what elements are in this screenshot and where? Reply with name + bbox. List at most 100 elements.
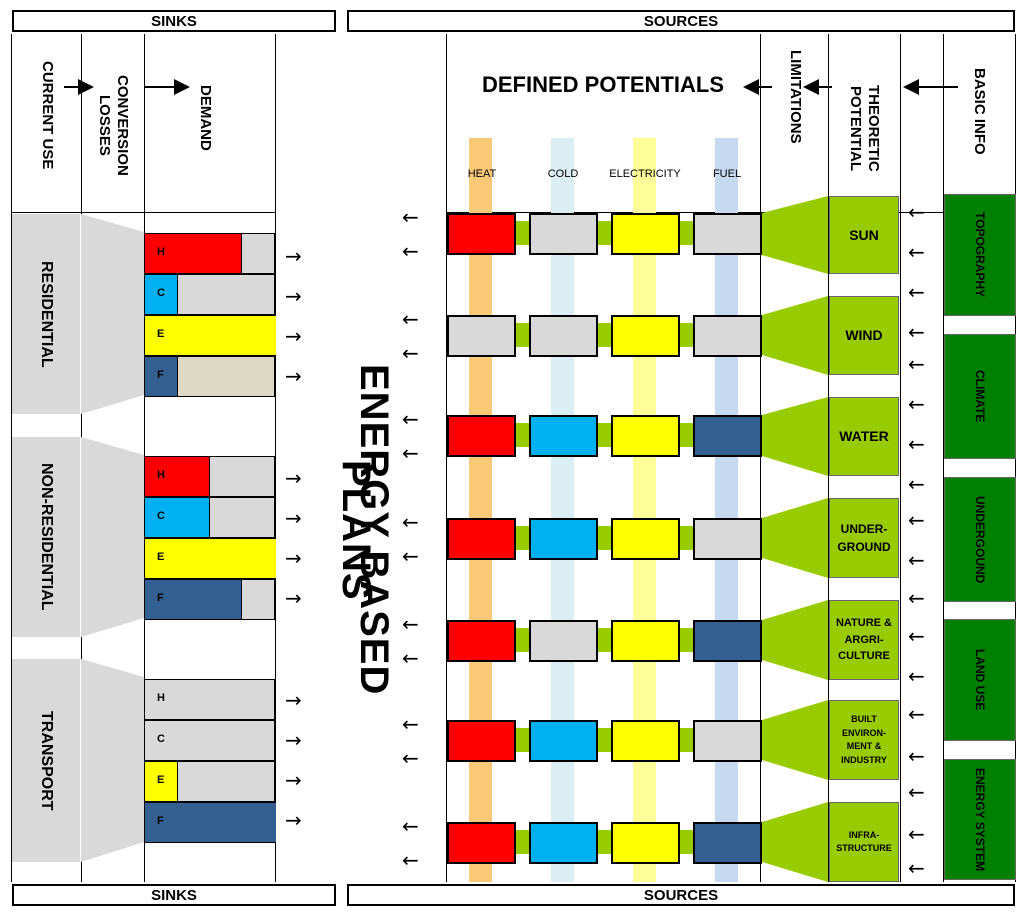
demand-bar-fill xyxy=(145,316,276,355)
arrow-left-icon: ← xyxy=(402,814,419,838)
sector-label-residential: RESIDENTIAL xyxy=(38,260,55,368)
theoretic-potential-header: THEORETIC POTENTIAL xyxy=(847,84,882,172)
sector-transport xyxy=(12,659,80,862)
demand-bar: F xyxy=(144,579,275,620)
theoretic-potential-item: NATURE & ARGRI-CULTURE xyxy=(829,600,899,680)
sector-label-non-residential: NON-RESIDENTIAL xyxy=(38,463,55,611)
current-use-header: CURRENT USE xyxy=(39,60,56,170)
defined-potentials-header: DEFINED POTENTIALS xyxy=(481,72,724,97)
arrow-left-icon: ← xyxy=(908,780,925,804)
demand-letter: F xyxy=(157,369,164,381)
arrow-left-icon: ← xyxy=(402,646,419,670)
separator-line xyxy=(943,34,944,882)
demand-bar: E xyxy=(144,538,276,579)
arrow-right-icon: → xyxy=(285,688,302,712)
arrow-right-icon: → xyxy=(285,364,302,388)
potential-cell xyxy=(447,620,516,662)
basic-info-label: TOPOGRAPHY xyxy=(973,212,987,298)
potential-cell xyxy=(693,315,762,357)
demand-letter: F xyxy=(157,592,164,604)
demand-bar-fill xyxy=(145,498,210,537)
arrow-left-icon: ← xyxy=(908,508,925,532)
demand-letter: E xyxy=(157,328,165,340)
separator-line xyxy=(760,34,761,882)
arrow-left-icon: ← xyxy=(908,548,925,572)
theoretic-potential-item: WIND xyxy=(829,296,899,375)
arrow-left-icon: ← xyxy=(908,702,925,726)
demand-letter: C xyxy=(157,287,165,299)
basic-info-label: UNDERGOUND xyxy=(973,495,987,584)
arrow-left-icon: ← xyxy=(402,510,419,534)
arrow-left-icon: ← xyxy=(402,544,419,568)
arrow-left-icon: ← xyxy=(908,744,925,768)
arrow-right-icon: → xyxy=(285,284,302,308)
demand-bar-fill xyxy=(145,275,178,314)
theoretic-potential-item: WATER xyxy=(829,397,899,476)
demand-bar: C xyxy=(144,274,275,315)
potential-cell xyxy=(447,315,516,357)
arrow-left-icon: ← xyxy=(402,239,419,263)
basic-info-label: LAND USE xyxy=(973,649,987,711)
arrow-left-icon: ← xyxy=(908,822,925,846)
demand-bar-fill xyxy=(145,762,178,801)
demand-bar: F xyxy=(144,802,276,843)
demand-bar: H xyxy=(144,456,275,497)
demand-letter: C xyxy=(157,510,165,522)
demand-bar: H xyxy=(144,679,275,720)
basic-info-undergound: UNDERGOUND xyxy=(944,477,1016,602)
arrow-left-icon: ← xyxy=(402,407,419,431)
potential-cell xyxy=(693,620,762,662)
demand-bar: C xyxy=(144,497,275,538)
potential-cell xyxy=(611,822,680,864)
demand-letter: H xyxy=(157,692,165,704)
demand-letter: F xyxy=(157,815,164,827)
arrow-left-icon: ← xyxy=(908,856,925,880)
arrow-left-icon: ← xyxy=(908,624,925,648)
arrow-right-icon: → xyxy=(285,728,302,752)
conversion-losses-header: CONVERSION LOSSES xyxy=(96,74,131,176)
demand-bar-fill xyxy=(145,539,276,578)
potential-cell xyxy=(693,720,762,762)
electricity-column-label: ELECTRICITY xyxy=(609,168,681,180)
potential-cell xyxy=(529,213,598,255)
demand-letter: E xyxy=(157,774,165,786)
arrow-left-icon: ← xyxy=(402,848,419,872)
potential-cell xyxy=(611,315,680,357)
potential-cell xyxy=(693,213,762,255)
demand-bar-fill xyxy=(145,580,242,619)
arrow-right-icon: → xyxy=(285,244,302,268)
potential-cell xyxy=(447,822,516,864)
sector-label-transport: TRANSPORT xyxy=(38,710,55,811)
potential-cell xyxy=(447,213,516,255)
separator-line xyxy=(900,34,901,882)
arrow-left-icon: ← xyxy=(402,746,419,770)
demand-letter: H xyxy=(157,469,165,481)
basic-info-label: CLIMATE xyxy=(973,370,987,423)
arrow-left-icon: ← xyxy=(908,200,925,224)
demand-letter: E xyxy=(157,551,165,563)
basic-info-header: BASIC INFO xyxy=(971,68,988,155)
limitations-header: LIMITATIONS xyxy=(787,50,804,144)
sector-non-residential xyxy=(12,437,80,637)
potential-cell xyxy=(611,620,680,662)
arrow-left-icon: ← xyxy=(908,664,925,688)
potential-cell xyxy=(529,415,598,457)
arrow-right-icon: → xyxy=(285,506,302,530)
potential-cell xyxy=(529,518,598,560)
sinks-banner-top: SINKS xyxy=(12,10,336,32)
potential-cell xyxy=(447,415,516,457)
potential-cell xyxy=(611,213,680,255)
separator-line xyxy=(828,34,829,882)
arrow-left-icon: ← xyxy=(908,240,925,264)
theoretic-potential-item: BUILT ENVIRON-MENT & INDUSTRY xyxy=(829,700,899,780)
arrow-left-icon: ← xyxy=(908,432,925,456)
sinks-banner-bottom: SINKS xyxy=(12,884,336,906)
potential-cell xyxy=(529,620,598,662)
potential-cell xyxy=(529,315,598,357)
demand-bar-fill xyxy=(145,803,276,842)
demand-header: DEMAND xyxy=(197,85,214,151)
sources-banner-top: SOURCES xyxy=(347,10,1015,32)
potential-cell xyxy=(693,415,762,457)
header-arrows xyxy=(64,79,958,95)
